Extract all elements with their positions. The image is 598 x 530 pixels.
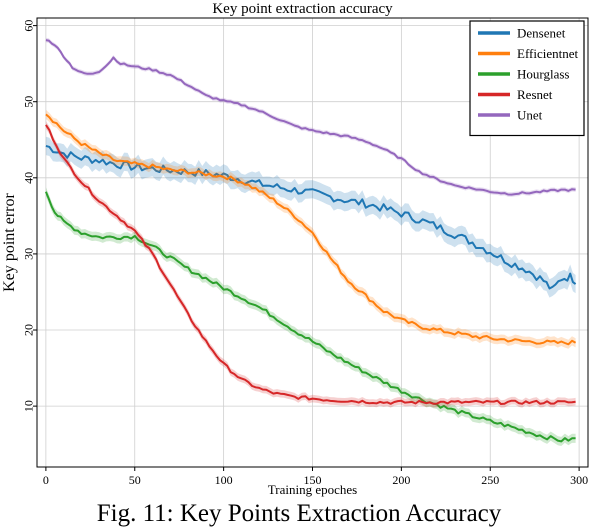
x-tick-label: 50 — [129, 473, 141, 487]
x-tick-label: 300 — [570, 473, 588, 487]
x-tick-label: 100 — [215, 473, 233, 487]
series-line-hourglass — [44, 191, 576, 443]
y-tick-label: 40 — [22, 172, 36, 184]
legend-label-hourglass: Hourglass — [517, 67, 569, 82]
y-axis-label: Key point error — [1, 193, 18, 292]
series-line-resnet — [45, 124, 576, 405]
x-tick-label: 200 — [392, 473, 410, 487]
legend-label-efficientnet: Efficientnet — [517, 46, 579, 61]
legend-label-densenet: Densenet — [517, 26, 566, 41]
series-line-efficientnet — [45, 113, 577, 346]
x-tick-label: 0 — [43, 473, 49, 487]
figure-caption: Fig. 11: Key Points Extraction Accuracy — [96, 500, 502, 527]
legend: Densenet Efficientnet Hourglass Resnet Unet — [469, 20, 585, 137]
series-line-unet — [45, 39, 576, 196]
x-tick-label: 150 — [304, 473, 322, 487]
series-line-densenet — [45, 144, 577, 290]
y-tick-label: 30 — [22, 248, 36, 260]
y-tick-label: 10 — [22, 400, 36, 412]
x-axis-label: Training epoches — [268, 482, 357, 497]
line-chart: 0 50 100 150 200 250 300 10 20 30 40 50 60 Key point … — [1, 1, 589, 497]
chart-title: Key point extraction accuracy — [212, 1, 393, 17]
series-band-unet — [45, 37, 576, 197]
y-tick-label: 60 — [22, 20, 36, 32]
legend-label-resnet: Resnet — [517, 87, 553, 102]
legend-label-unet: Unet — [517, 108, 543, 123]
x-tick-label: 250 — [481, 473, 499, 487]
y-tick-label: 50 — [22, 96, 36, 108]
series-band-densenet — [45, 136, 576, 298]
y-tick-label: 20 — [22, 324, 36, 336]
